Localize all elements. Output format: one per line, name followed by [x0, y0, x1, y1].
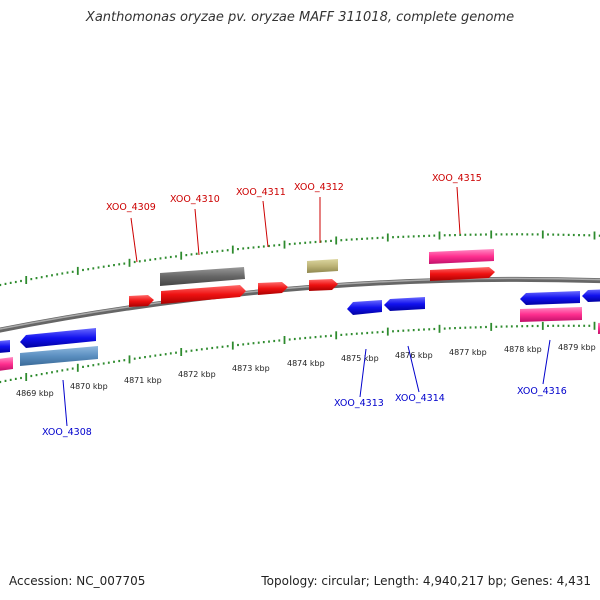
- kbp-label: 4870 kbp: [70, 382, 108, 391]
- gene-feature[interactable]: [309, 279, 338, 291]
- map-title: Xanthomonas oryzae pv. oryzae MAFF 31101…: [85, 10, 515, 25]
- genome-summary-text: Topology: circular; Length: 4,940,217 bp…: [261, 574, 591, 588]
- kbp-label: 4876 kbp: [395, 351, 433, 360]
- gene-feature[interactable]: [20, 328, 96, 348]
- kbp-label: 4872 kbp: [178, 370, 216, 379]
- leader-line-xoo-4309: [130, 217, 138, 263]
- gene-label-xoo-4310[interactable]: XOO_4310: [170, 194, 220, 205]
- kbp-label: 4875 kbp: [341, 354, 379, 363]
- leader-line-xoo-4313: [359, 348, 367, 398]
- gene-feature[interactable]: [582, 289, 600, 302]
- gene-arrow-xoo-4309[interactable]: [129, 295, 154, 307]
- gene-feature[interactable]: [430, 267, 495, 281]
- feature-block-pink-lower[interactable]: [520, 307, 582, 322]
- gene-feature[interactable]: [347, 300, 382, 315]
- gene-label-xoo-4309[interactable]: XOO_4309: [106, 202, 156, 213]
- gene-label-xoo-4315[interactable]: XOO_4315: [432, 173, 482, 184]
- gene-feature[interactable]: [384, 297, 425, 311]
- gene-arrow-xoo-4315[interactable]: [430, 267, 495, 281]
- lower-tick-ring: [0, 321, 600, 384]
- genome-backbone-highlight: [0, 277, 600, 330]
- gene-arrow-xoo-4314[interactable]: [384, 297, 425, 311]
- kbp-labels: 4869 kbp 4870 kbp 4871 kbp 4872 kbp 4873…: [16, 343, 596, 398]
- feature-block-pink-left[interactable]: [0, 357, 13, 371]
- gene-label-xoo-4316[interactable]: XOO_4316: [517, 386, 567, 397]
- gene-arrow-xoo-4312[interactable]: [309, 279, 338, 291]
- leader-line-xoo-4315: [456, 186, 461, 235]
- kbp-label: 4877 kbp: [449, 348, 487, 357]
- gene-label-xoo-4308[interactable]: XOO_4308: [42, 427, 92, 438]
- gene-arrow-xoo-4310[interactable]: [161, 285, 246, 304]
- leader-line-xoo-4314: [407, 345, 420, 393]
- gene-feature[interactable]: [258, 282, 288, 295]
- leader-line-xoo-4311: [262, 200, 269, 248]
- gene-label-xoo-4311[interactable]: XOO_4311: [236, 187, 286, 198]
- gene-arrow-right-edge[interactable]: [582, 289, 600, 302]
- kbp-label: 4873 kbp: [232, 364, 270, 373]
- kbp-label: 4869 kbp: [16, 389, 54, 398]
- genome-backbone: [0, 276, 600, 333]
- gene-arrow-xoo-4308[interactable]: [20, 328, 96, 348]
- kbp-label: 4874 kbp: [287, 359, 325, 368]
- upper-tick-ring: [0, 230, 600, 287]
- leader-line-xoo-4310: [194, 208, 200, 256]
- accession-text: Accession: NC_007705: [9, 574, 146, 588]
- leader-line-xoo-4308: [62, 379, 68, 427]
- gene-arrow-xoo-4311[interactable]: [258, 282, 288, 295]
- gene-label-xoo-4312[interactable]: XOO_4312: [294, 182, 344, 193]
- gene-feature[interactable]: [0, 340, 10, 353]
- feature-block-gray[interactable]: [160, 267, 245, 286]
- feature-block-tan[interactable]: [307, 259, 338, 273]
- gene-label-xoo-4314[interactable]: XOO_4314: [395, 393, 445, 404]
- kbp-label: 4871 kbp: [124, 376, 162, 385]
- kbp-label: 4879 kbp: [558, 343, 596, 352]
- gene-arrow-xoo-4313[interactable]: [347, 300, 382, 315]
- gene-label-xoo-4313[interactable]: XOO_4313: [334, 398, 384, 409]
- gene-arrow-xoo-4316[interactable]: [520, 291, 580, 305]
- feature-block-steel[interactable]: [20, 346, 98, 366]
- feature-block-pink-upper[interactable]: [429, 249, 494, 264]
- gene-feature[interactable]: [161, 285, 246, 304]
- gene-feature[interactable]: [520, 291, 580, 305]
- kbp-label: 4878 kbp: [504, 345, 542, 354]
- leader-line-xoo-4316: [542, 339, 551, 385]
- gene-feature[interactable]: [129, 295, 154, 307]
- gene-arrow-left-edge[interactable]: [0, 340, 10, 353]
